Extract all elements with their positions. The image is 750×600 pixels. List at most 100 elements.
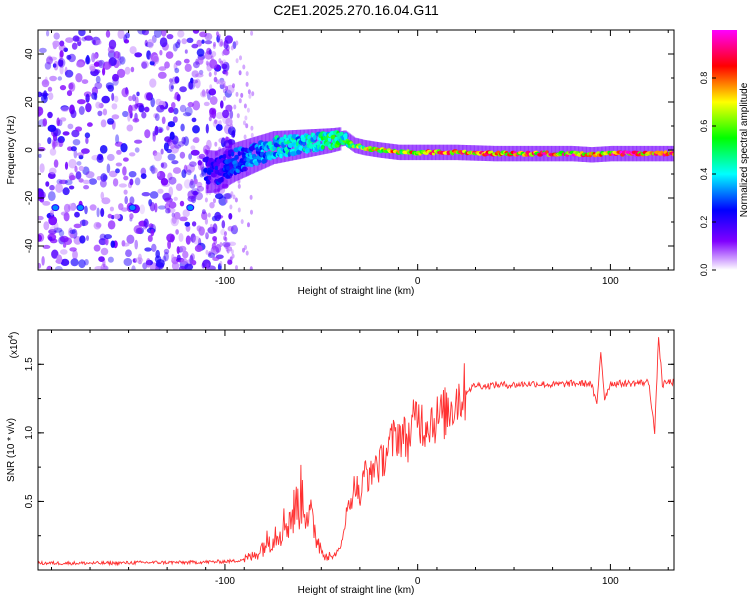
noise-blob — [243, 103, 247, 109]
ridge-halo — [263, 133, 266, 169]
noise-blob — [166, 200, 171, 206]
x-tick-label: -100 — [215, 276, 235, 287]
noise-blob — [161, 162, 168, 169]
noise-blob — [60, 106, 69, 112]
noise-blob — [245, 250, 249, 256]
noise-blob — [38, 106, 44, 116]
noise-blob — [82, 179, 90, 185]
noise-blob — [52, 40, 60, 48]
ridge-point — [320, 144, 326, 150]
noise-blob — [187, 101, 194, 108]
noise-blob — [238, 98, 242, 104]
colorbar-ticks: 0.0 0.2 0.4 0.6 0.8 — [699, 72, 716, 276]
noise-blob — [249, 266, 253, 270]
colorbar-gradient — [712, 30, 737, 270]
noise-blob — [58, 138, 64, 148]
ridge-point — [231, 151, 235, 157]
noise-blob — [166, 233, 176, 243]
noise-blob — [191, 221, 197, 227]
noise-blob — [144, 39, 148, 47]
noise-blob — [43, 221, 50, 231]
noise-blob — [126, 124, 134, 132]
noise-blob — [230, 45, 234, 51]
noise-blob — [84, 205, 88, 215]
x-tick-label: 0 — [415, 276, 421, 287]
noise-blob — [193, 136, 200, 144]
noise-blob — [161, 30, 167, 37]
noise-blob — [147, 39, 154, 49]
noise-blob — [225, 104, 233, 112]
noise-blob — [122, 242, 130, 247]
noise-blob — [171, 160, 179, 165]
noise-blob — [225, 198, 229, 204]
noise-blob — [115, 134, 120, 144]
noise-blob — [41, 94, 48, 104]
noise-blob — [169, 78, 173, 83]
noise-blob — [179, 104, 187, 113]
noise-blob — [160, 148, 164, 155]
snr-ylabel: SNR (10 * v/v) — [6, 418, 17, 482]
noise-blob — [116, 149, 122, 155]
noise-blob — [146, 258, 151, 268]
noise-blob — [98, 238, 107, 246]
noise-blob — [164, 136, 172, 143]
noise-blob — [229, 110, 234, 119]
noise-blob — [204, 197, 208, 203]
noise-blob — [107, 220, 116, 230]
noise-blob — [174, 144, 182, 149]
noise-blob — [121, 87, 129, 98]
noise-blob — [58, 58, 64, 67]
noise-blob — [191, 70, 199, 78]
noise-blob — [143, 218, 149, 228]
noise-blob — [64, 69, 74, 78]
noise-blob — [225, 136, 229, 142]
noise-blob — [189, 178, 194, 186]
noise-blob — [59, 50, 64, 58]
noise-blob — [111, 92, 115, 102]
y-tick-label: 0 — [24, 147, 35, 153]
noise-blob — [81, 219, 86, 227]
noise-blob — [181, 38, 187, 45]
noise-blob — [176, 94, 181, 102]
noise-blob — [212, 223, 218, 234]
noise-blob — [184, 221, 191, 227]
noise-blob — [182, 112, 192, 117]
noise-blob — [179, 216, 188, 222]
noise-blob — [93, 61, 100, 67]
ridge-halo — [238, 141, 241, 180]
noise-blob — [227, 225, 234, 232]
noise-blob — [212, 256, 220, 261]
noise-blob — [235, 265, 238, 270]
spectrogram-title: C2E1.2025.270.16.04.G11 — [273, 2, 439, 18]
noise-blob — [124, 196, 128, 205]
noise-blob — [70, 109, 77, 119]
ridge-halo — [255, 136, 258, 172]
noise-blob — [190, 149, 200, 156]
noise-blob — [192, 235, 201, 245]
y-tick-label: 1.5 — [24, 357, 35, 371]
noise-blob — [75, 73, 83, 83]
noise-blob — [198, 69, 204, 75]
noise-blob — [53, 159, 59, 168]
noise-blob — [74, 165, 78, 173]
noise-blob — [250, 209, 253, 215]
noise-blob — [191, 117, 197, 123]
noise-blob — [89, 204, 97, 211]
spot-marker — [51, 204, 60, 212]
noise-blob — [76, 152, 85, 157]
noise-blob — [251, 91, 255, 97]
noise-blob — [250, 30, 254, 36]
noise-blob — [123, 175, 129, 181]
noise-blob — [66, 90, 73, 97]
noise-blob — [170, 144, 179, 154]
noise-blob — [71, 42, 78, 50]
noise-blob — [141, 61, 148, 69]
noise-blob — [58, 229, 65, 237]
ridge-point — [205, 179, 211, 185]
noise-blob — [228, 213, 233, 220]
noise-blob — [199, 31, 208, 38]
noise-blob — [146, 50, 152, 60]
y-tick-label: -20 — [24, 190, 35, 205]
noise-blob — [193, 178, 198, 185]
noise-blob — [96, 154, 104, 163]
